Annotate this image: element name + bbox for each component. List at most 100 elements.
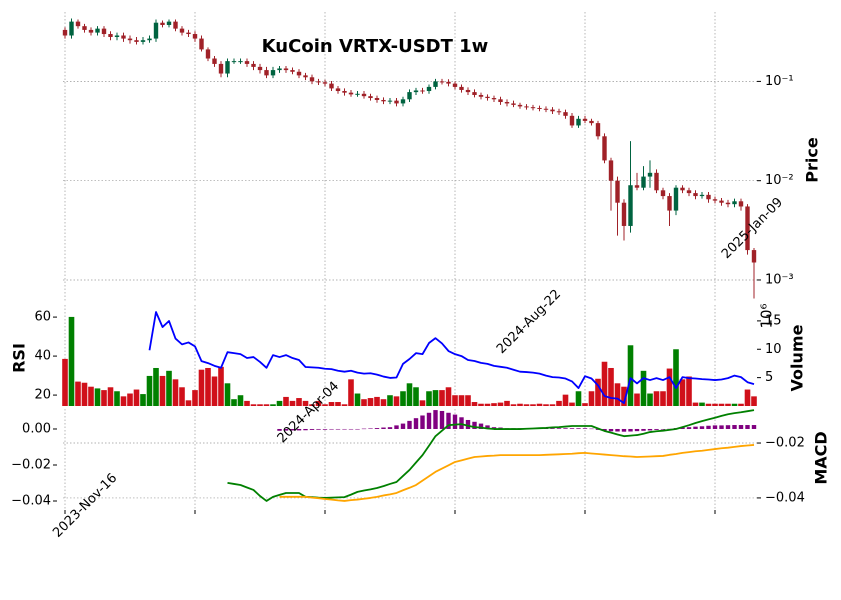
candle-body (348, 92, 354, 95)
candle-body (647, 172, 653, 177)
candle-body (75, 21, 81, 27)
candle-body (342, 91, 347, 93)
volume-bar (270, 404, 276, 406)
volume-bar (153, 367, 159, 406)
candle-body (504, 102, 510, 104)
candle-body (491, 98, 497, 100)
macd-histogram-bar (647, 428, 653, 431)
candle-body (192, 34, 198, 39)
volume-bar (406, 383, 413, 406)
macd-histogram-bar (725, 425, 731, 429)
volume-bar (400, 391, 406, 406)
volume-bar (751, 396, 757, 406)
volume-bar (556, 400, 562, 406)
volume-bar (62, 358, 68, 406)
volume-bar (263, 404, 270, 406)
volume-bar (660, 391, 666, 406)
volume-bar (302, 400, 309, 406)
macd-histogram-bar (316, 428, 321, 430)
macd-histogram-bar (602, 428, 607, 431)
macd-histogram-bar (550, 428, 555, 429)
volume-bar (211, 376, 218, 406)
macd-histogram-bar (452, 414, 458, 429)
candle-body (485, 96, 490, 99)
y-tick-label: 20 (34, 388, 51, 403)
candle-body (413, 90, 419, 93)
volume-bar (452, 395, 458, 406)
volume-axis-label: Volume (788, 324, 807, 391)
volume-bar (328, 402, 335, 406)
macd-histogram-bar (615, 428, 620, 432)
candle-body (309, 77, 315, 82)
macd-histogram-bar (439, 410, 445, 429)
candle-body (400, 99, 406, 104)
candle-body (283, 68, 289, 71)
volume-bar (536, 403, 543, 406)
volume-bar (140, 394, 146, 406)
volume-bar (725, 403, 731, 406)
y-tick-label: 40 (34, 349, 51, 364)
macd-histogram-bar (335, 428, 341, 430)
candle-body (751, 250, 757, 263)
macd-histogram-bar (556, 428, 562, 429)
candle-body (381, 99, 386, 102)
volume-bar (244, 400, 250, 406)
candle-body (121, 35, 126, 39)
volume-bar (445, 387, 452, 406)
candle-body (719, 200, 724, 203)
volume-bar (426, 391, 432, 406)
candle-body (530, 107, 536, 109)
y-tick-label: 5 (765, 370, 773, 385)
macd-histogram-bar (680, 427, 685, 429)
candle-body (569, 115, 575, 126)
candle-body (673, 187, 679, 211)
y-tick-label: 10⁻² (765, 173, 794, 188)
volume-bar (257, 404, 263, 406)
volume-bar (465, 395, 471, 406)
candle-body (166, 21, 172, 25)
candle-body (88, 29, 94, 33)
volume-bar (393, 396, 400, 406)
macd-histogram-bar (485, 425, 490, 429)
y-tick-label: −0.02 (11, 457, 51, 472)
candle-body (147, 38, 152, 41)
volume-bar (621, 386, 627, 406)
volume-bar (374, 396, 380, 406)
volume-bar (309, 404, 315, 406)
candle-body (472, 92, 477, 95)
x-tick-label: 2024-Apr-04 (275, 379, 342, 446)
candle-body (114, 35, 120, 38)
volume-bar (94, 388, 101, 406)
candle-body (69, 21, 74, 36)
candle-body (173, 21, 178, 29)
macd-axis-label: MACD (812, 431, 831, 484)
candle-body (374, 98, 380, 100)
candle-body (524, 106, 529, 108)
candle-body (101, 28, 107, 35)
candle-body (459, 86, 464, 90)
volume-bar (731, 403, 738, 406)
candle-body (543, 108, 549, 110)
rsi-axis-label: RSI (10, 343, 29, 373)
candle-body (582, 118, 588, 121)
volume-bar (88, 386, 94, 406)
volume-bar (276, 400, 283, 406)
volume-bar (673, 349, 679, 406)
candle-body (699, 194, 705, 197)
macd-histogram-bar (693, 426, 698, 429)
candle-body (134, 40, 139, 42)
macd-histogram-bar (582, 428, 588, 429)
macd-histogram-bar (361, 428, 367, 430)
volume-bar (172, 379, 179, 406)
macd-histogram-bar (309, 428, 315, 430)
candle-body (238, 61, 243, 63)
volume-bar (569, 402, 575, 406)
macd-histogram-bar (686, 427, 692, 429)
volume-bar (296, 398, 302, 406)
volume-bar (380, 399, 387, 406)
candle-body (680, 187, 685, 191)
macd-histogram-bar (420, 415, 425, 429)
volume-bar (133, 389, 140, 406)
